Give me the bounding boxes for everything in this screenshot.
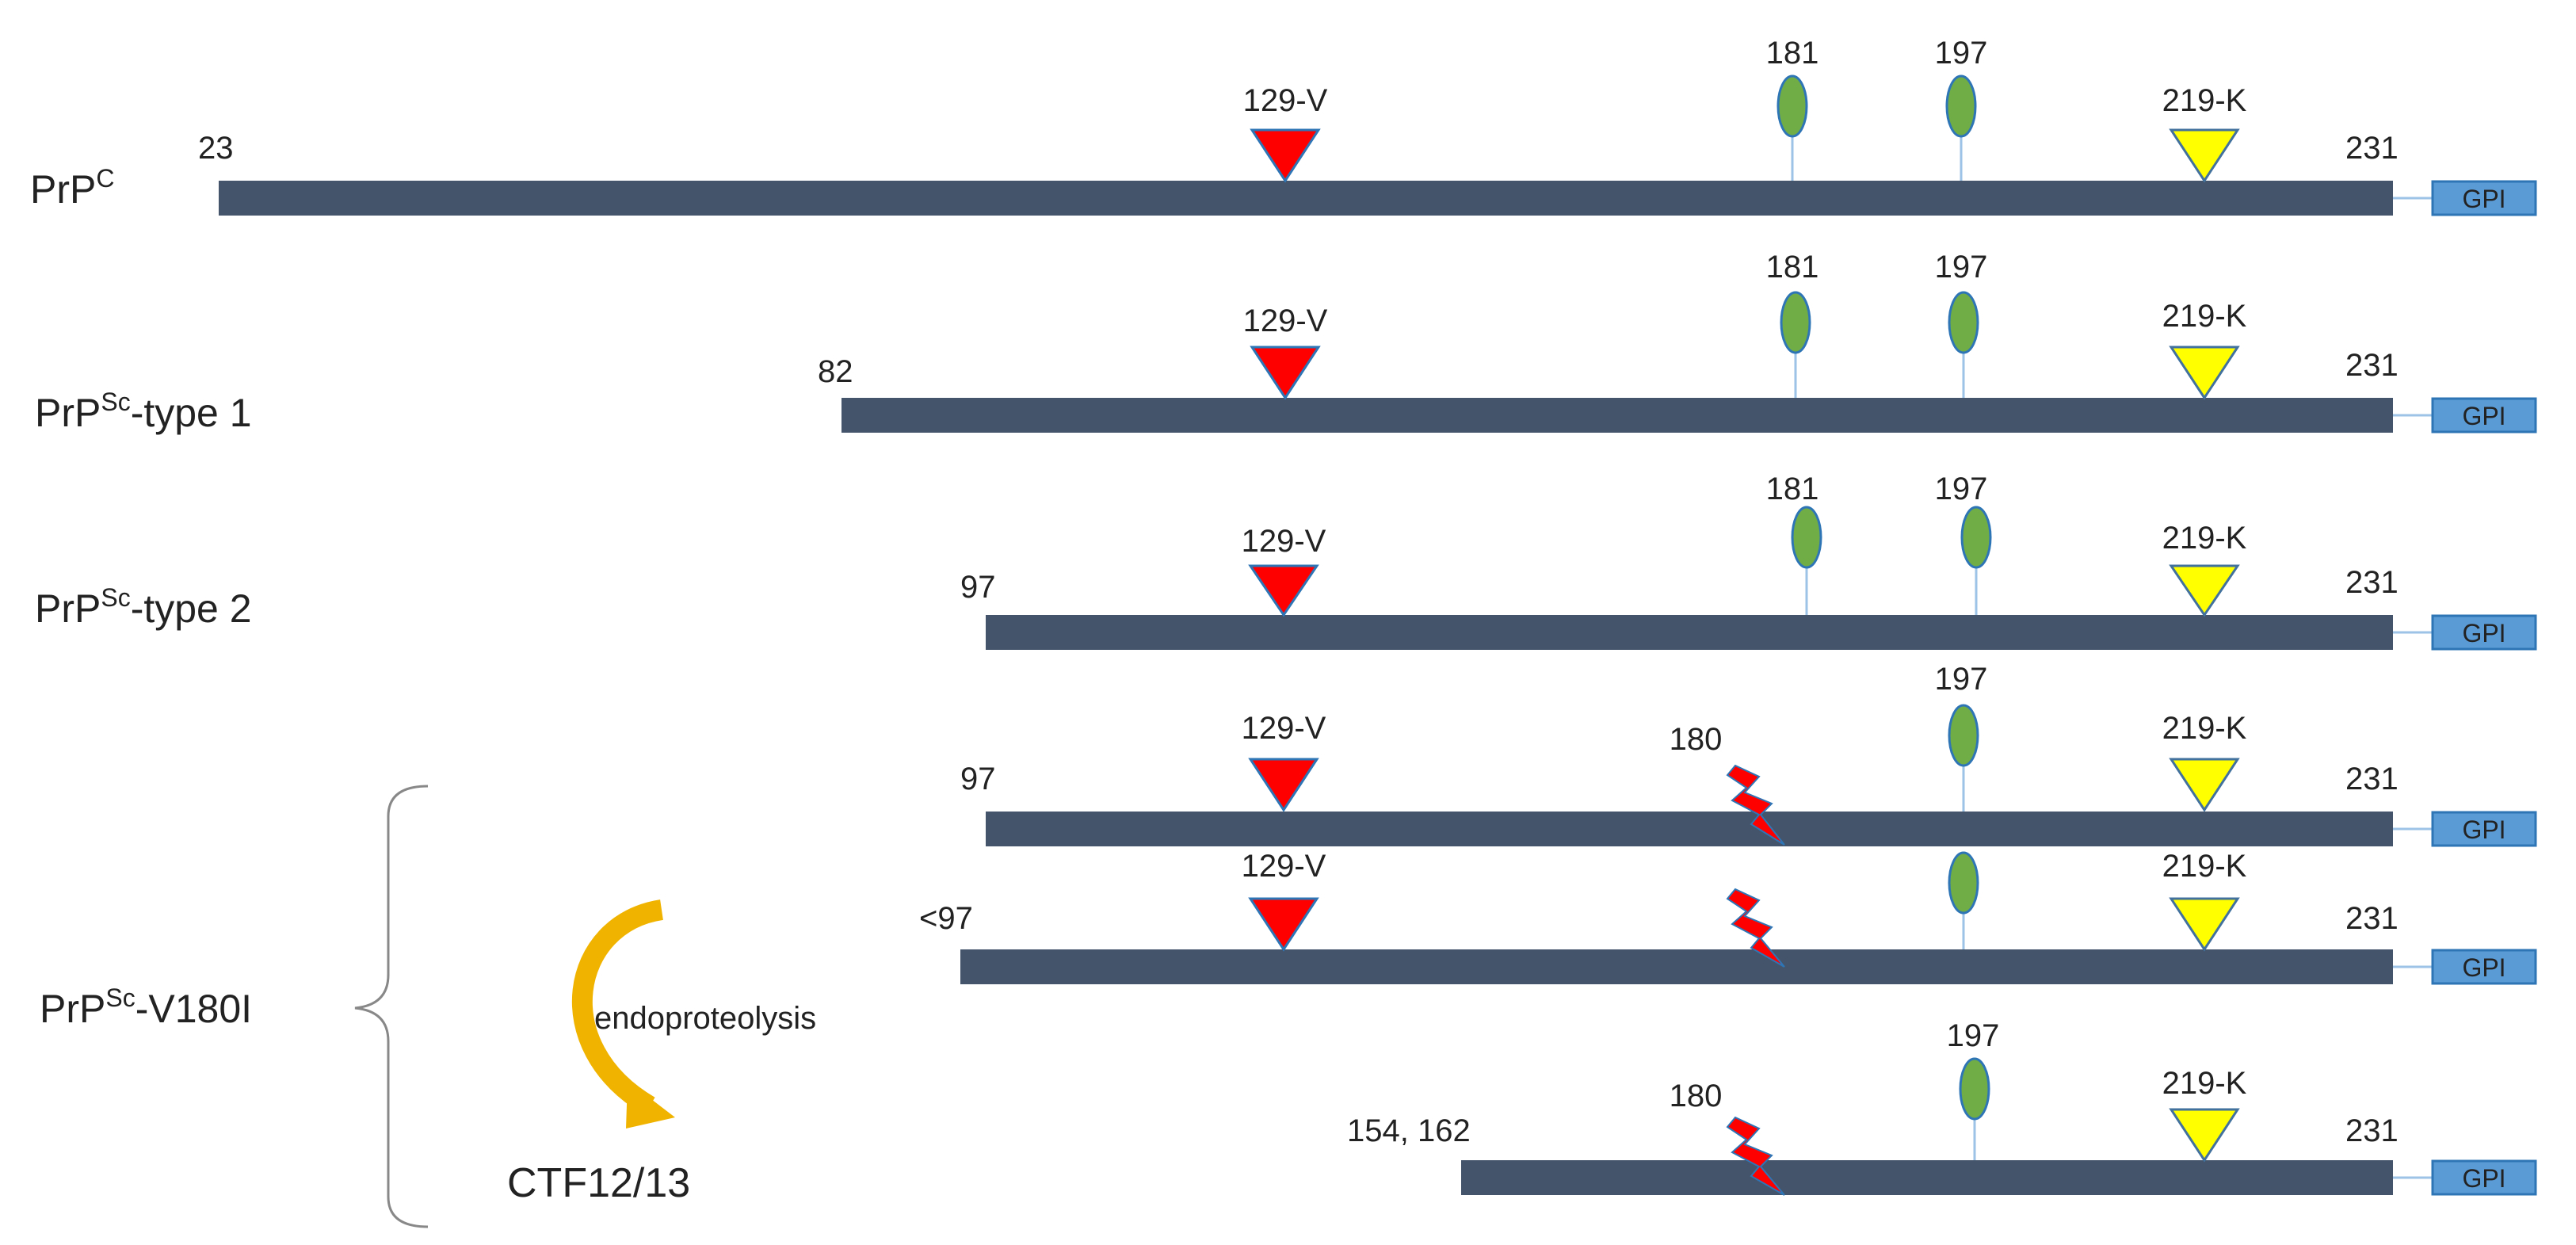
gpi-anchor xyxy=(2431,614,2537,651)
k219-label: 219-K xyxy=(2162,711,2247,746)
v129-label: 129-V xyxy=(1242,524,1326,559)
endoproteolysis-arrow-icon xyxy=(626,1081,675,1129)
glycosylation-site xyxy=(1948,291,1979,354)
k219-marker xyxy=(2169,897,2240,952)
end-residue-label: 231 xyxy=(2345,565,2399,600)
v180i-mutation-icon xyxy=(1726,764,1785,846)
gpi-anchor xyxy=(2431,397,2537,433)
glycosylation-site-label: 197 xyxy=(1935,250,1988,285)
construct-v180i-truncated: <97 231 GPI 129-V 219-K xyxy=(919,849,2537,985)
k219-marker xyxy=(2169,1108,2240,1163)
construct-prpsc-type1: PrPSc-type 1 82 231 GPI 129-V 219-K 181 … xyxy=(35,250,2537,435)
v129-marker xyxy=(1250,128,1321,183)
v129-marker xyxy=(1248,758,1319,812)
k219-marker xyxy=(2169,564,2240,617)
gpi-anchor xyxy=(2431,180,2537,216)
glycosylation-site xyxy=(1948,704,1979,767)
k219-marker xyxy=(2169,346,2240,400)
glycosylation-site xyxy=(1791,506,1822,569)
group-label: PrPSc-V180I xyxy=(40,983,252,1031)
start-residue-label: 97 xyxy=(960,570,996,605)
gpi-label: GPI xyxy=(2462,815,2505,844)
k219-marker xyxy=(2169,758,2240,812)
glycosylation-site xyxy=(1945,74,1977,138)
k219-marker xyxy=(2169,128,2240,183)
gpi-label: GPI xyxy=(2462,619,2505,647)
glycosylation-site-label: 181 xyxy=(1766,250,1819,285)
construct-label: PrPSc-type 2 xyxy=(35,583,252,631)
gpi-label: GPI xyxy=(2462,402,2505,430)
glycosylation-site-label: 197 xyxy=(1947,1018,2000,1053)
start-residue-label: <97 xyxy=(919,901,973,936)
gpi-label: GPI xyxy=(2462,185,2505,213)
glycosylation-site-label: 181 xyxy=(1766,36,1819,71)
construct-prpsc-type2: PrPSc-type 2 97 231 GPI 129-V 219-K 181 … xyxy=(35,472,2537,651)
end-residue-label: 231 xyxy=(2345,131,2399,166)
construct-v180i-full: 97 231 GPI 129-V 219-K 180 197 xyxy=(960,662,2537,847)
k219-label: 219-K xyxy=(2162,521,2247,556)
k219-label: 219-K xyxy=(2162,83,2247,118)
end-residue-label: 231 xyxy=(2345,762,2399,796)
endoproteolysis-arrow-shaft xyxy=(572,899,664,1116)
gpi-anchor xyxy=(2431,1159,2537,1196)
protein-bar xyxy=(986,615,2393,650)
mutation-label: 180 xyxy=(1670,722,1723,757)
k219-label: 219-K xyxy=(2162,299,2247,334)
protein-bar xyxy=(219,181,2393,216)
glycosylation-site xyxy=(1780,291,1811,354)
k219-label: 219-K xyxy=(2162,1066,2247,1101)
process-label: endoproteolysis xyxy=(594,1001,816,1036)
glycosylation-site-label: 197 xyxy=(1935,662,1988,697)
construct-label: PrPSc-type 1 xyxy=(35,388,252,435)
end-residue-label: 231 xyxy=(2345,348,2399,383)
protein-bar xyxy=(960,949,2393,984)
gpi-label: GPI xyxy=(2462,953,2505,982)
protein-bar xyxy=(1461,1160,2393,1195)
glycosylation-site xyxy=(1960,506,1992,569)
protein-bar xyxy=(841,398,2393,433)
v129-marker xyxy=(1248,564,1319,617)
group-bracket xyxy=(354,785,429,1228)
construct-prpc: PrPC 23 231 GPI 129-V 219-K 181 197 xyxy=(30,36,2537,216)
v129-label: 129-V xyxy=(1243,83,1328,118)
v129-label: 129-V xyxy=(1242,711,1326,746)
construct-ctf: 154, 162 231 GPI 219-K 180 197 xyxy=(1347,1018,2537,1196)
k219-label: 219-K xyxy=(2162,849,2247,884)
gpi-label: GPI xyxy=(2462,1164,2505,1193)
v129-marker xyxy=(1248,897,1319,952)
construct-label: PrPC xyxy=(30,164,114,212)
end-residue-label: 231 xyxy=(2345,901,2399,936)
glycosylation-site-label: 197 xyxy=(1935,472,1988,506)
start-residue-label: 97 xyxy=(960,762,996,796)
v180i-mutation-icon xyxy=(1726,888,1785,968)
glycosylation-site xyxy=(1948,851,1979,915)
mutation-label: 180 xyxy=(1670,1079,1723,1113)
glycosylation-site xyxy=(1959,1057,1990,1121)
start-residue-label: 154, 162 xyxy=(1347,1113,1471,1148)
v180i-group: PrPSc-V180I endoproteolysis CTF12/13 xyxy=(40,785,816,1228)
v129-marker xyxy=(1250,346,1321,400)
start-residue-label: 23 xyxy=(198,131,234,166)
end-residue-label: 231 xyxy=(2345,1113,2399,1148)
protein-bar xyxy=(986,812,2393,846)
gpi-anchor xyxy=(2431,811,2537,847)
v129-label: 129-V xyxy=(1242,849,1326,884)
product-label: CTF12/13 xyxy=(507,1160,690,1206)
gpi-anchor xyxy=(2431,949,2537,985)
v129-label: 129-V xyxy=(1243,304,1328,338)
v180i-mutation-icon xyxy=(1726,1116,1785,1196)
glycosylation-site-label: 181 xyxy=(1766,472,1819,506)
glycosylation-site xyxy=(1776,74,1808,138)
start-residue-label: 82 xyxy=(818,354,853,389)
glycosylation-site-label: 197 xyxy=(1935,36,1988,71)
